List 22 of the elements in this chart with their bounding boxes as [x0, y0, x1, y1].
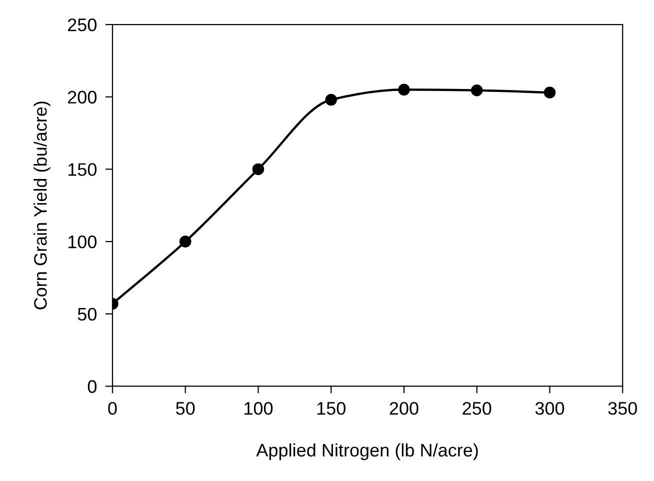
point [252, 163, 264, 176]
y-tick-label: 0 [88, 380, 97, 393]
x-tick-label: 0 [108, 402, 117, 415]
y-tick-label: 200 [68, 90, 97, 104]
x-tick-label: 300 [535, 402, 564, 415]
point [544, 86, 556, 98]
x-axis-title: Applied Nitrogen (lb N/acre) [256, 443, 478, 460]
x-tick-label: 250 [462, 402, 492, 415]
point [325, 94, 338, 106]
point [470, 84, 483, 96]
y-tick-label: 250 [68, 18, 97, 32]
x-tick-label: 150 [317, 402, 346, 415]
x-tick-label: 350 [608, 402, 637, 415]
y-tick-label: 150 [68, 163, 97, 176]
x-tick-label: 100 [244, 402, 273, 415]
y-axis-title: Corn Grain Yield (bu/acre) [34, 102, 50, 310]
y-tick-label: 100 [68, 235, 97, 248]
x-tick-label: 50 [176, 402, 195, 415]
point [398, 84, 410, 96]
point [179, 236, 192, 248]
x-tick-label: 200 [390, 402, 418, 415]
y-tick-label: 50 [78, 308, 97, 321]
